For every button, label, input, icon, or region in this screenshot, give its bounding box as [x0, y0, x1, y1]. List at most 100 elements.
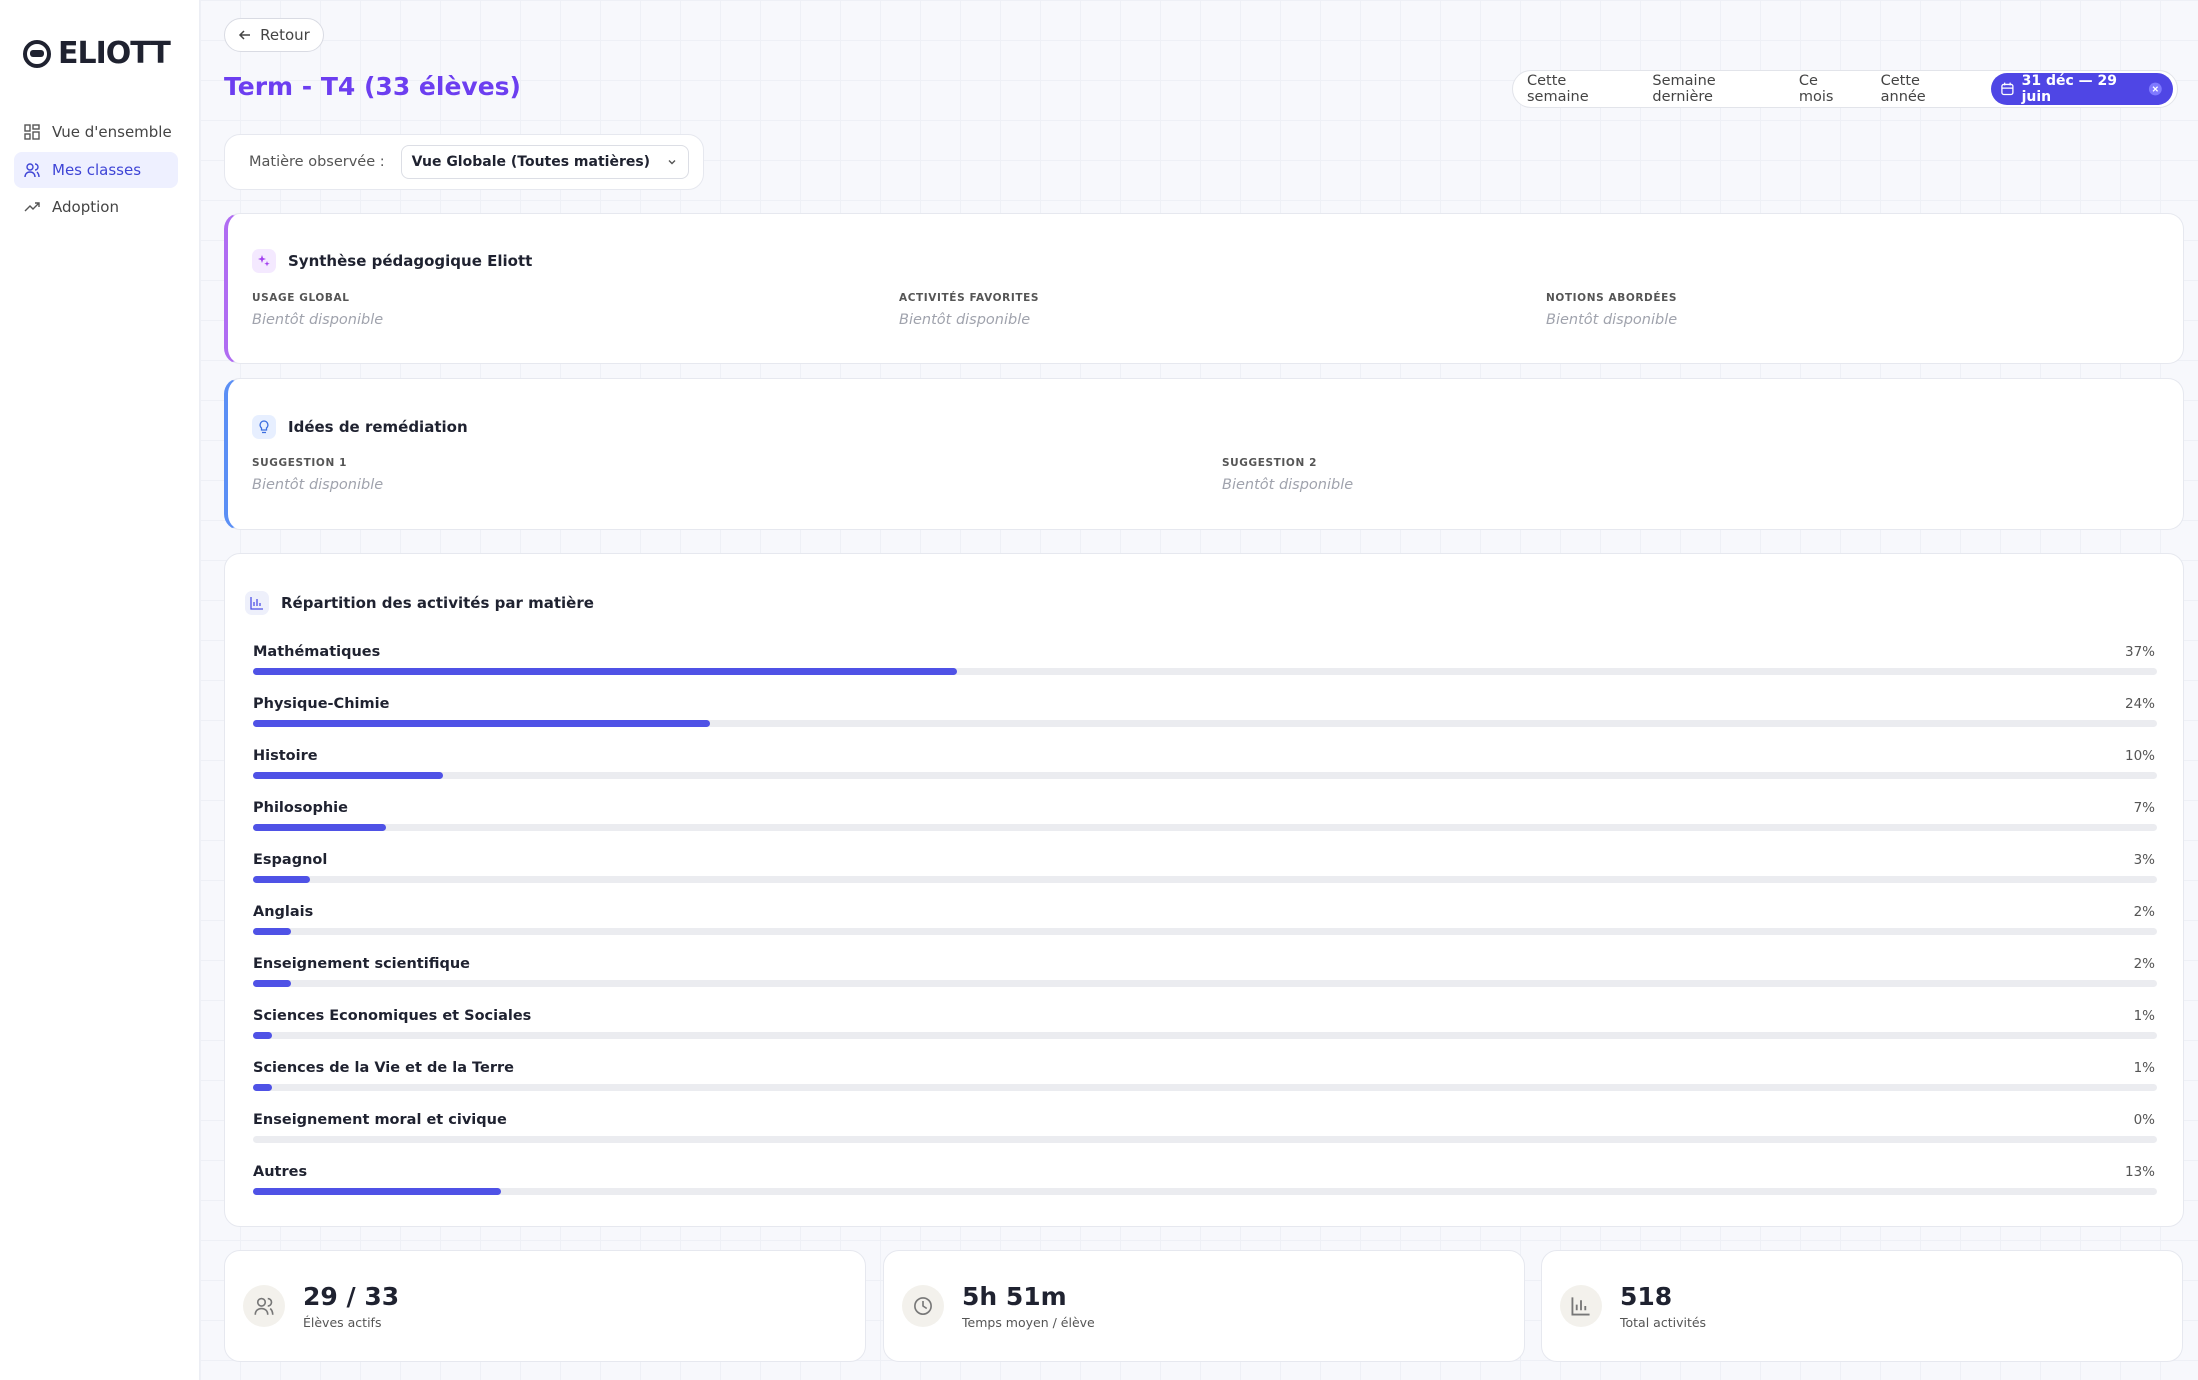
nav-label: Mes classes — [52, 161, 142, 179]
category-label: Histoire — [253, 748, 318, 764]
category-label: Mathématiques — [253, 644, 381, 660]
value-label: 13% — [2124, 1164, 2155, 1180]
activity-chart: Répartition des activités par matière Ma… — [224, 553, 2184, 1227]
category-label: Sciences Economiques et Sociales — [253, 1008, 532, 1024]
stat-value: 518 — [1620, 1282, 1673, 1311]
nav-item[interactable]: Mes classes — [14, 152, 178, 188]
value-label: 2% — [2133, 904, 2155, 920]
back-button[interactable]: Retour — [224, 18, 324, 52]
filter-label: Matière observée : — [249, 154, 385, 170]
value-label: 2% — [2133, 956, 2155, 972]
bar — [253, 980, 292, 987]
bar-track — [253, 1032, 2157, 1039]
period-selector: Cette semaine Semaine dernière Ce mois C… — [1512, 70, 2178, 108]
page-title: Term - T4 (33 élèves) — [224, 72, 521, 101]
period-option[interactable]: Cette année — [1880, 73, 1926, 105]
category-label: Anglais — [253, 904, 314, 920]
bar-track — [253, 668, 2157, 675]
info-field: ACTIVITÉS FAVORITES Bientôt disponible — [899, 292, 1039, 328]
value-label: 7% — [2133, 800, 2155, 816]
bar — [253, 876, 311, 883]
bar-track — [253, 772, 2157, 779]
bar-track — [253, 1188, 2157, 1195]
bar-track — [253, 876, 2157, 883]
info-field: NOTIONS ABORDÉES Bientôt disponible — [1546, 292, 1677, 328]
value-label: 10% — [2124, 748, 2155, 764]
stat-card: 5h 51m Temps moyen / élève — [883, 1250, 1525, 1362]
bar — [253, 1188, 501, 1195]
info-field: USAGE GLOBAL Bientôt disponible — [252, 292, 383, 328]
subject-filter: Matière observée : Vue Globale (Toutes m… — [224, 134, 704, 190]
field-label: SUGGESTION 2 — [1222, 457, 1318, 469]
back-label: Retour — [260, 26, 310, 44]
bar-track — [253, 720, 2157, 727]
remediation-card: Idées de remédiation SUGGESTION 1 Bientôt… — [224, 378, 2184, 530]
bar-track — [253, 824, 2157, 831]
value-label: 3% — [2133, 852, 2155, 868]
category-label: Philosophie — [253, 800, 348, 816]
field-value: Bientôt disponible — [1222, 477, 1354, 493]
bar — [253, 928, 292, 935]
nav-item[interactable]: Vue d'ensemble — [14, 114, 178, 150]
stat-card: 518 Total activités — [1541, 1250, 2183, 1362]
info-field: SUGGESTION 1 Bientôt disponible — [252, 457, 383, 493]
value-label: 37% — [2124, 644, 2155, 660]
bar — [253, 1084, 273, 1091]
field-value: Bientôt disponible — [252, 477, 384, 493]
bar — [253, 1032, 273, 1039]
nav-item[interactable]: Adoption — [14, 189, 178, 225]
nav-label: Vue d'ensemble — [52, 123, 172, 141]
category-label: Sciences de la Vie et de la Terre — [253, 1060, 514, 1076]
field-label: ACTIVITÉS FAVORITES — [899, 292, 1040, 304]
active-period-label: 31 déc — 29 juin — [2021, 73, 2118, 105]
period-option[interactable]: Ce mois — [1798, 73, 1834, 105]
category-label: Enseignement moral et civique — [253, 1112, 507, 1128]
bar — [253, 772, 444, 779]
bar — [253, 720, 710, 727]
info-field: SUGGESTION 2 Bientôt disponible — [1222, 457, 1353, 493]
brand: ELIOTT — [58, 36, 171, 71]
sidebar: ELIOTT Vue d'ensemble Mes classes Adopti… — [0, 0, 200, 1380]
subject-select[interactable]: Vue Globale (Toutes matières) — [400, 145, 689, 179]
value-label: 24% — [2124, 696, 2155, 712]
section-header: Idées de remédiation — [252, 415, 468, 439]
category-label: Autres — [253, 1164, 308, 1180]
field-label: USAGE GLOBAL — [252, 292, 350, 304]
bar-track — [253, 1136, 2157, 1143]
field-value: Bientôt disponible — [899, 312, 1031, 328]
nav-label: Adoption — [52, 198, 119, 216]
value-label: 1% — [2133, 1060, 2155, 1076]
bar — [253, 668, 958, 675]
synthesis-card: Synthèse pédagogique Eliott USAGE GLOBAL… — [224, 213, 2184, 364]
bar-track — [253, 1084, 2157, 1091]
stat-label: Temps moyen / élève — [962, 1315, 1095, 1330]
value-label: 1% — [2133, 1008, 2155, 1024]
field-value: Bientôt disponible — [252, 312, 384, 328]
field-label: NOTIONS ABORDÉES — [1546, 292, 1678, 304]
stat-value: 29 / 33 — [303, 1282, 400, 1311]
period-option[interactable]: Cette semaine — [1527, 73, 1589, 105]
select-value: Vue Globale (Toutes matières) — [411, 154, 651, 170]
logo[interactable]: ELIOTT — [22, 36, 171, 71]
category-label: Espagnol — [253, 852, 328, 868]
section-header: Synthèse pédagogique Eliott — [252, 249, 532, 273]
clear-period[interactable] — [2148, 81, 2163, 97]
chart-title: Répartition des activités par matière — [281, 594, 594, 612]
stat-value: 5h 51m — [962, 1282, 1067, 1311]
active-period[interactable]: 31 déc — 29 juin — [1990, 73, 2173, 105]
logo-icon — [23, 39, 51, 68]
section-title: Synthèse pédagogique Eliott — [288, 252, 533, 270]
bar-track — [253, 928, 2157, 935]
stat-label: Élèves actifs — [303, 1315, 382, 1330]
bar-track — [253, 980, 2157, 987]
category-label: Physique-Chimie — [253, 696, 390, 712]
period-option[interactable]: Semaine dernière — [1652, 73, 1716, 105]
field-label: SUGGESTION 1 — [252, 457, 348, 469]
field-value: Bientôt disponible — [1546, 312, 1678, 328]
section-header: Répartition des activités par matière — [245, 591, 594, 615]
stat-card: 29 / 33 Élèves actifs — [224, 1250, 866, 1362]
bar — [253, 824, 387, 831]
value-label: 0% — [2133, 1112, 2155, 1128]
